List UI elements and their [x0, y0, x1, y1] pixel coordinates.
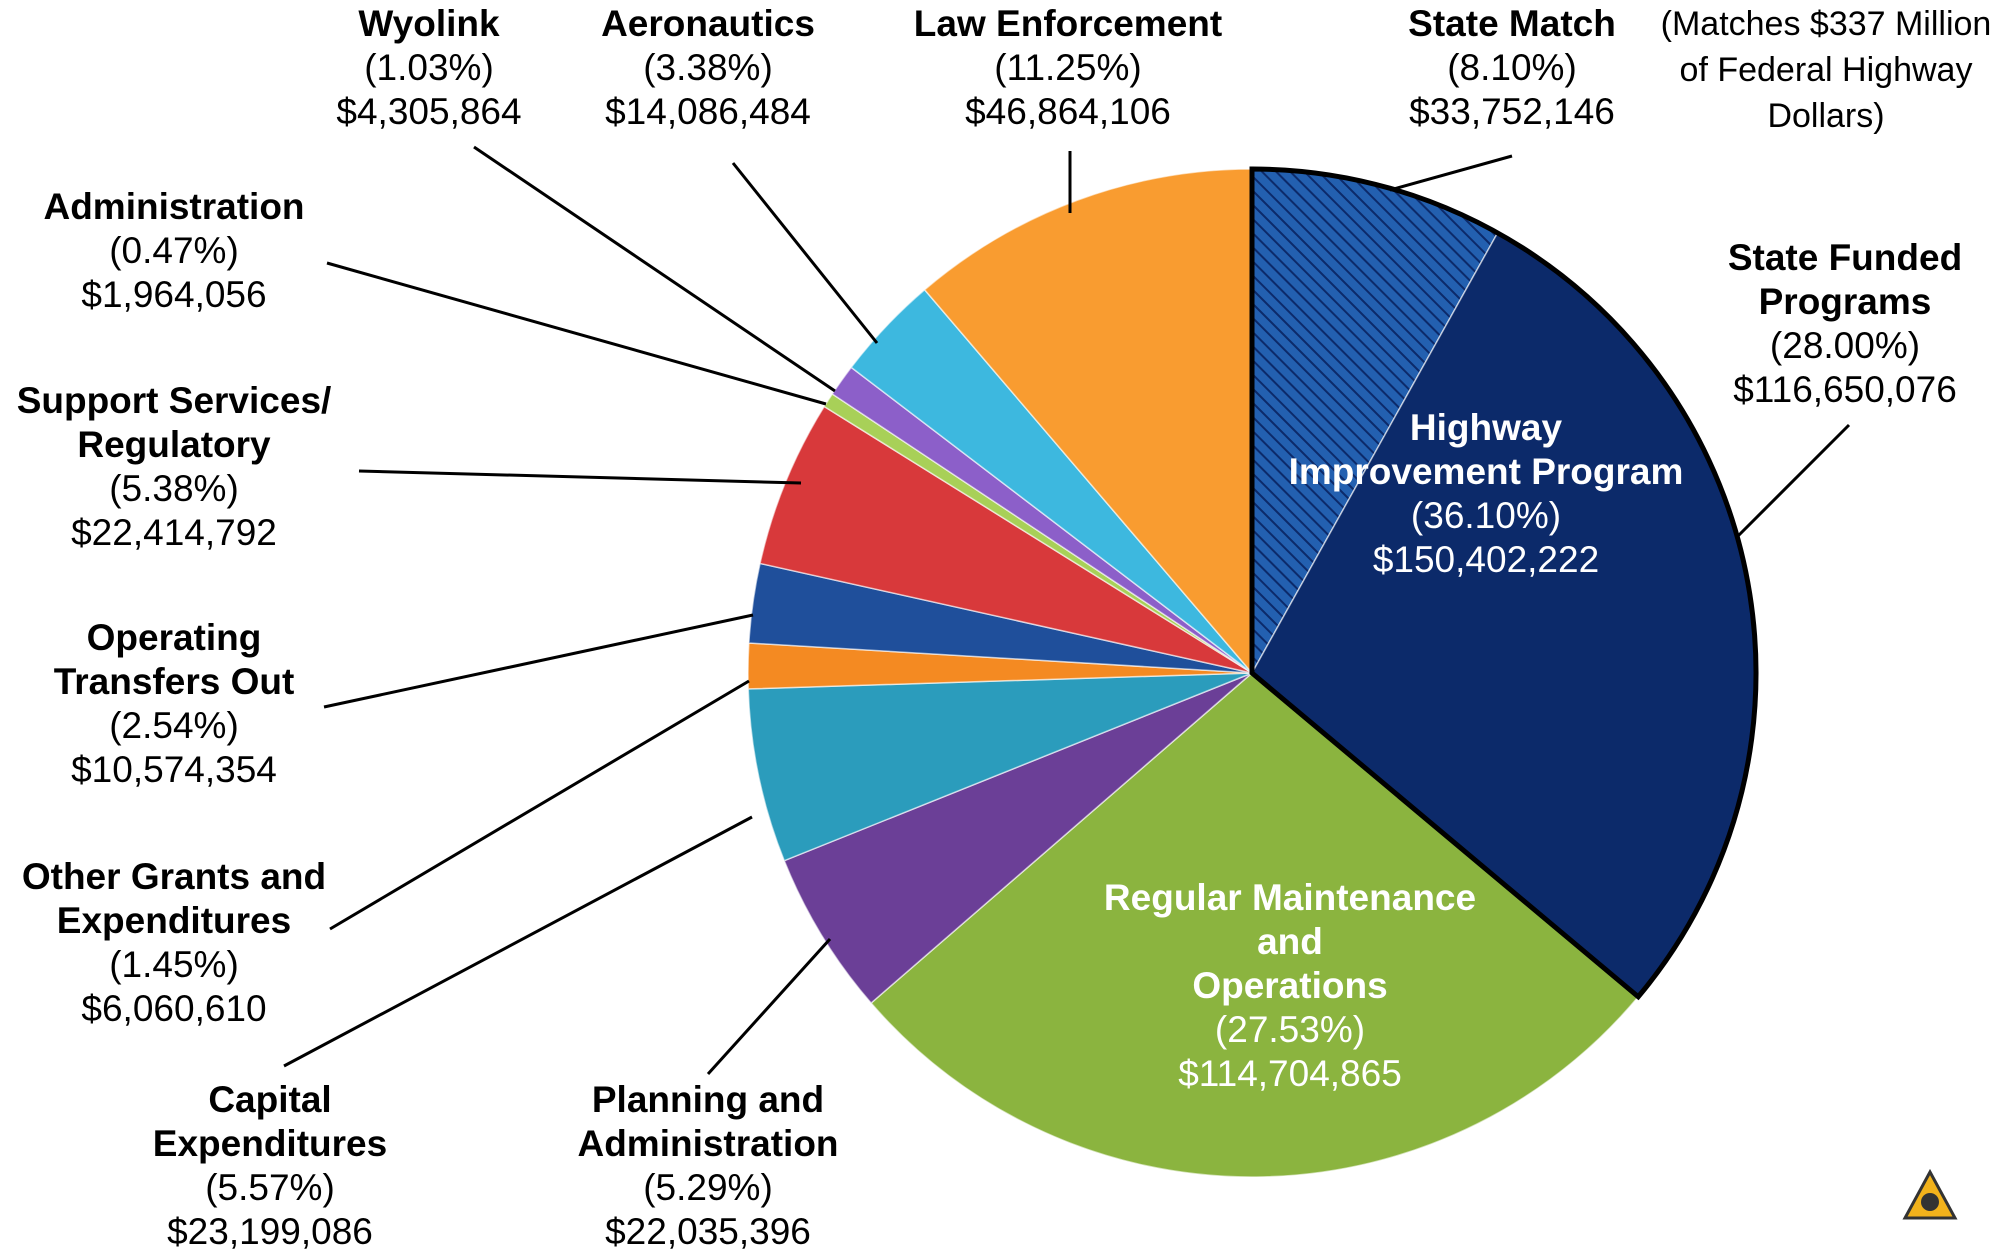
percent-label: (2.54%): [109, 705, 239, 746]
logo: [1902, 1168, 1958, 1220]
slice-name: and: [1257, 921, 1323, 962]
amount-label: $150,402,222: [1373, 539, 1599, 580]
slices: [747, 166, 1759, 1178]
amount-label: $10,574,354: [71, 749, 277, 790]
slice-name: Aeronautics: [601, 3, 815, 44]
leader-line: [1389, 154, 1513, 192]
leader-lines: [283, 145, 1851, 1076]
slice-name: Expenditures: [153, 1123, 387, 1164]
slice-name: Improvement Program: [1289, 451, 1684, 492]
slice-name: Law Enforcement: [914, 3, 1222, 44]
slice-name: Expenditures: [57, 900, 291, 941]
slice-name: Wyolink: [358, 3, 500, 44]
slice-name: Other Grants and: [22, 856, 326, 897]
slice-name: Administration: [577, 1123, 838, 1164]
slice-name: Administration: [43, 186, 304, 227]
leader-line: [706, 937, 832, 1076]
amount-label: $114,704,865: [1178, 1053, 1402, 1094]
leader-line: [323, 613, 754, 709]
annotation: (Matches $337 Million: [1661, 5, 1992, 43]
leader-line: [283, 815, 753, 1068]
amount-label: $4,305,864: [336, 91, 521, 132]
percent-label: (5.57%): [205, 1167, 335, 1208]
leader-line: [329, 679, 750, 931]
leader-line: [326, 261, 827, 406]
percent-label: (1.45%): [109, 944, 239, 985]
slice: [923, 168, 1253, 676]
amount-label: $46,864,106: [965, 91, 1171, 132]
amount-label: $116,650,076: [1733, 369, 1957, 410]
percent-label: (27.53%): [1215, 1009, 1365, 1050]
slice-name: Operations: [1192, 965, 1387, 1006]
percent-label: (0.47%): [109, 230, 239, 271]
percent-label: (1.03%): [364, 47, 494, 88]
slice-name: Capital: [208, 1079, 331, 1120]
slice-name: Regulatory: [77, 424, 271, 465]
percent-label: (5.38%): [109, 468, 239, 509]
group-outline: [1249, 166, 1759, 1001]
labels: State Match(8.10%)$33,752,146 State Funde…: [17, 3, 1992, 1252]
slice-name: Highway: [1410, 407, 1563, 448]
amount-label: $33,752,146: [1409, 91, 1615, 132]
slice-name: Planning and: [592, 1079, 824, 1120]
percent-label: (11.25%): [994, 47, 1141, 88]
percent-label: (28.00%): [1770, 325, 1920, 366]
annotation: Dollars): [1767, 97, 1884, 135]
amount-label: $6,060,610: [81, 988, 266, 1029]
leader-line: [731, 162, 879, 344]
amount-label: $1,964,056: [81, 274, 266, 315]
percent-label: (36.10%): [1411, 495, 1561, 536]
slice-name: Transfers Out: [54, 661, 295, 702]
slice-name: Support Services/: [17, 380, 332, 421]
slice-name: State Match: [1408, 3, 1616, 44]
leader-line: [473, 145, 836, 393]
leader-line: [1734, 423, 1851, 540]
slice: [783, 672, 1253, 1005]
slice-name: Programs: [1759, 281, 1932, 322]
amount-label: $22,414,792: [71, 512, 277, 553]
amount-label: $22,035,396: [605, 1211, 811, 1252]
amount-label: $14,086,484: [605, 91, 811, 132]
slice: [747, 672, 1253, 862]
leader-line: [358, 469, 802, 485]
slice-name: State Funded: [1728, 237, 1962, 278]
slice-name: Operating: [87, 617, 262, 658]
amount-label: $23,199,086: [167, 1211, 373, 1252]
percent-label: (3.38%): [643, 47, 773, 88]
annotation: of Federal Highway: [1680, 51, 1973, 89]
percent-label: (5.29%): [643, 1167, 773, 1208]
slice-name: Regular Maintenance: [1104, 877, 1476, 918]
slice: [870, 672, 1640, 1178]
percent-label: (8.10%): [1447, 47, 1577, 88]
